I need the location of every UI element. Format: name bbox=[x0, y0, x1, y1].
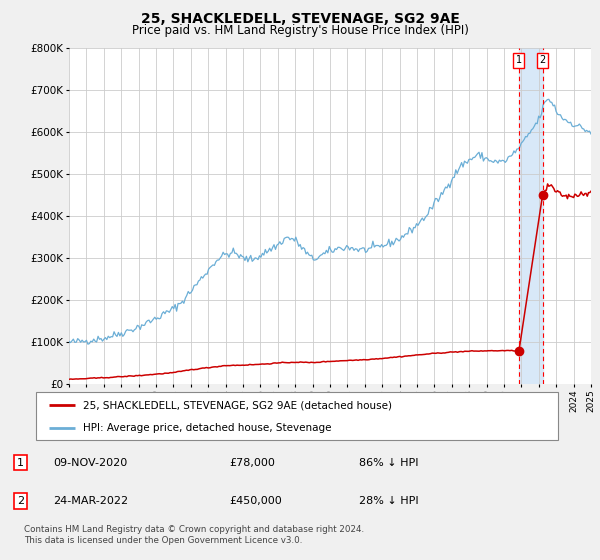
Text: 1: 1 bbox=[17, 458, 24, 468]
Text: 28% ↓ HPI: 28% ↓ HPI bbox=[359, 496, 418, 506]
Text: 09-NOV-2020: 09-NOV-2020 bbox=[53, 458, 127, 468]
Text: 2: 2 bbox=[539, 55, 546, 65]
Text: £450,000: £450,000 bbox=[229, 496, 282, 506]
Text: 25, SHACKLEDELL, STEVENAGE, SG2 9AE (detached house): 25, SHACKLEDELL, STEVENAGE, SG2 9AE (det… bbox=[83, 400, 392, 410]
Bar bbox=[519, 48, 542, 384]
Text: 1: 1 bbox=[516, 55, 522, 65]
Text: 24-MAR-2022: 24-MAR-2022 bbox=[53, 496, 128, 506]
Text: £78,000: £78,000 bbox=[229, 458, 275, 468]
Text: 2: 2 bbox=[17, 496, 24, 506]
FancyBboxPatch shape bbox=[36, 392, 558, 440]
Text: 86% ↓ HPI: 86% ↓ HPI bbox=[359, 458, 418, 468]
Text: Contains HM Land Registry data © Crown copyright and database right 2024.
This d: Contains HM Land Registry data © Crown c… bbox=[24, 525, 364, 545]
Text: HPI: Average price, detached house, Stevenage: HPI: Average price, detached house, Stev… bbox=[83, 423, 331, 433]
Text: Price paid vs. HM Land Registry's House Price Index (HPI): Price paid vs. HM Land Registry's House … bbox=[131, 24, 469, 36]
Text: 25, SHACKLEDELL, STEVENAGE, SG2 9AE: 25, SHACKLEDELL, STEVENAGE, SG2 9AE bbox=[140, 12, 460, 26]
